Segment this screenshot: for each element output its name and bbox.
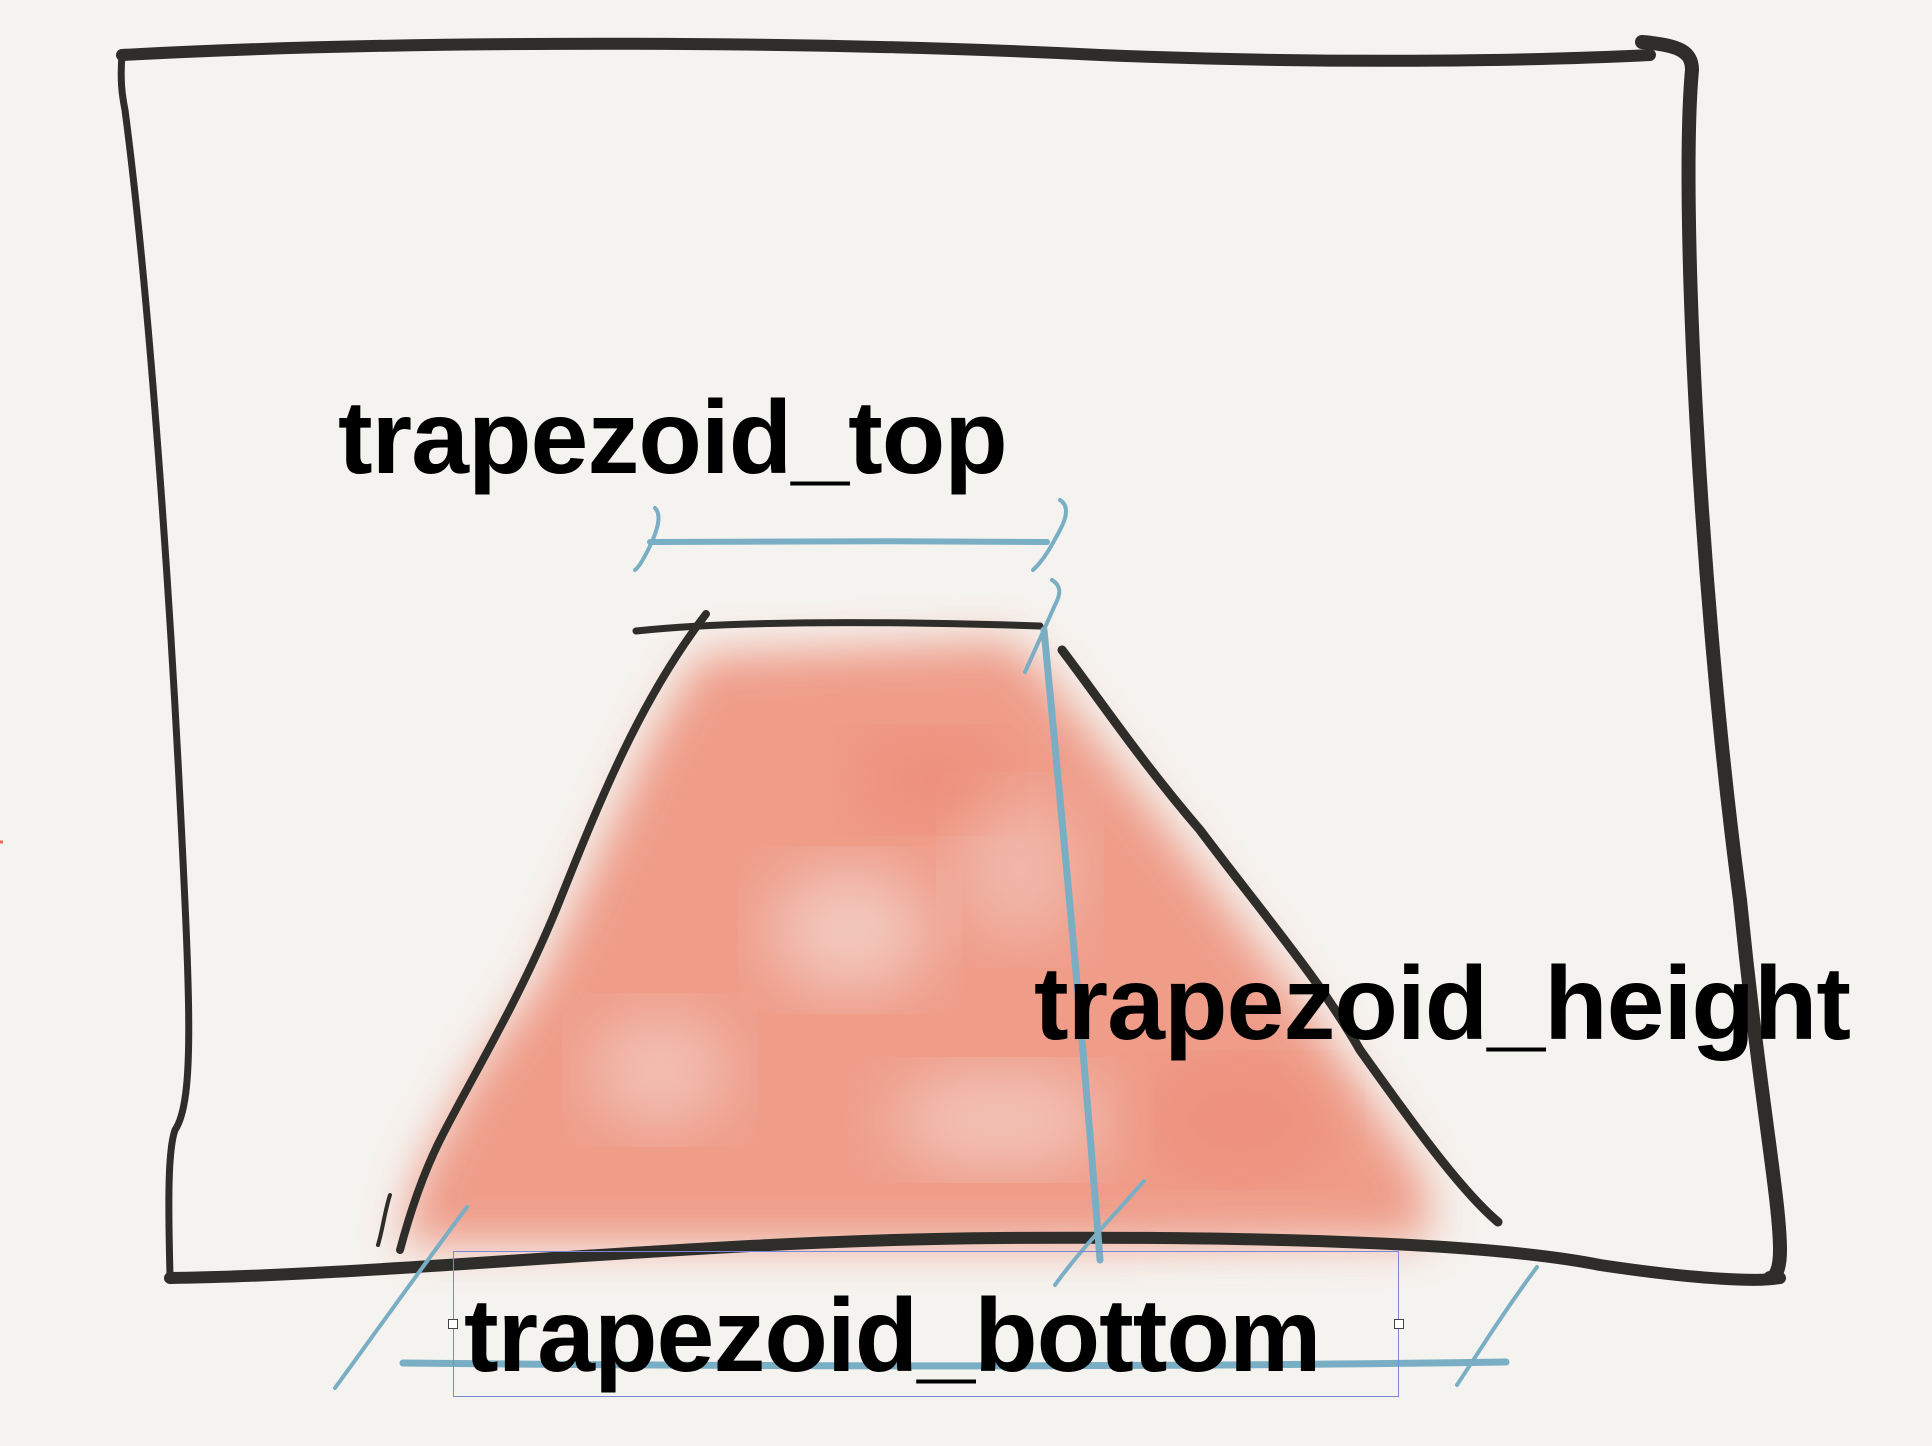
- resize-handle-left[interactable]: [448, 1319, 458, 1329]
- trapezoid-fill: [400, 640, 1430, 1245]
- measure-height: [1023, 578, 1146, 1287]
- measure-top: [633, 498, 1068, 572]
- trapezoid-outline: [376, 610, 1503, 1254]
- text-selection-box[interactable]: [448, 1251, 1404, 1397]
- outer-frame: [116, 35, 1787, 1286]
- label-trapezoid-bottom[interactable]: trapezoid_bottom: [464, 1278, 1321, 1394]
- resize-handle-right[interactable]: [1394, 1319, 1404, 1329]
- label-trapezoid-height: trapezoid_height: [1034, 946, 1851, 1062]
- label-trapezoid-top: trapezoid_top: [338, 380, 1008, 496]
- measure-bottom: [333, 1205, 1539, 1390]
